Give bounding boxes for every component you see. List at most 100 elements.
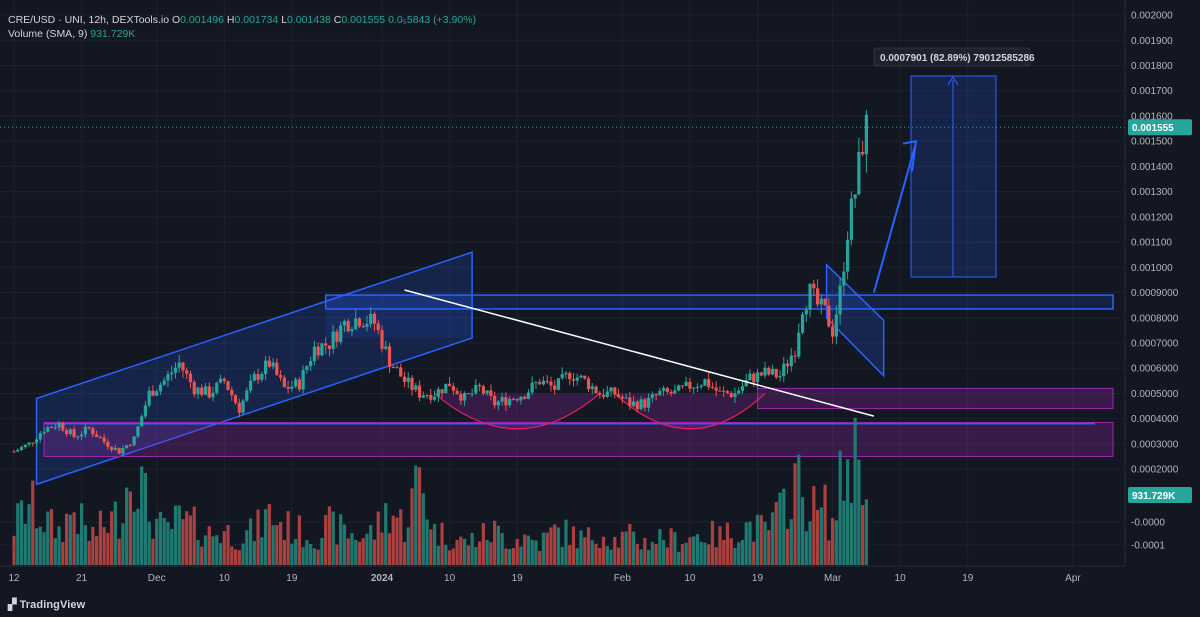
candle-body (49, 427, 54, 429)
volume-bar (688, 537, 692, 565)
candle-body (673, 390, 677, 394)
price-tick-label: -0.0001 (1131, 540, 1165, 551)
volume-bar (387, 533, 392, 565)
volume-bar (613, 536, 617, 565)
volume-bar (395, 517, 399, 565)
candle-body (98, 437, 102, 439)
volume-bar (684, 542, 688, 565)
candle-body (222, 378, 226, 382)
measure-label: 0.0007901 (82.89%) 79012585286 (873, 47, 1035, 67)
candle-body (733, 393, 737, 397)
volume-bar (515, 538, 519, 565)
volume-tag: 931.729K (1128, 487, 1192, 503)
candle-body (466, 393, 470, 395)
candle-body (406, 377, 410, 382)
volume-bar (140, 466, 144, 565)
volume-bar (748, 521, 752, 565)
candle-body (748, 373, 752, 381)
volume-bar (279, 521, 283, 565)
candle-body (267, 360, 271, 367)
candle-body (147, 390, 151, 406)
candle-body (564, 372, 568, 375)
change-value: 0.0₅5843 (+3.90%) (388, 14, 477, 26)
volume-bar (493, 520, 497, 565)
volume-bar (218, 543, 223, 565)
volume-bar (669, 528, 673, 565)
volume-bar (478, 541, 482, 565)
price-tick-label: 0.0002000 (1131, 465, 1179, 476)
volume-bar (132, 511, 136, 565)
candle-body (203, 386, 208, 395)
volume-bar (380, 532, 384, 565)
candle-body (812, 283, 816, 289)
symbol-label[interactable]: CRE/USD · UNI, 12h, DEXTools.io (8, 14, 170, 26)
time-tick-label: 19 (286, 573, 298, 584)
price-tick-label: 0.001000 (1131, 263, 1173, 274)
candle-body (143, 405, 148, 417)
volume-bar (553, 524, 557, 565)
price-tick-label: 0.002000 (1131, 11, 1173, 22)
volume-indicator-label[interactable]: Volume (SMA, 9) (8, 28, 88, 40)
volume-bar (320, 537, 324, 565)
tradingview-logo[interactable]: ▞ TradingView (8, 598, 85, 611)
candle-body (838, 285, 842, 315)
candle-body (583, 375, 587, 379)
candle-body (804, 309, 808, 315)
price-tick-label: 0.001500 (1131, 137, 1173, 148)
volume-bar (68, 514, 72, 565)
candle-body (128, 445, 133, 447)
volume-bar (556, 527, 561, 565)
candle-body (260, 374, 264, 380)
volume-bar (399, 509, 403, 565)
volume-bar (815, 509, 820, 565)
candle-body (759, 372, 763, 376)
candle-body (346, 320, 350, 332)
volume-bar (744, 522, 748, 565)
candle-body (463, 393, 467, 401)
volume-bar (365, 533, 369, 565)
candle-body (699, 385, 703, 387)
candle-body (436, 389, 440, 397)
candle-body (684, 381, 688, 386)
volume-bar (564, 519, 568, 565)
volume-bar (260, 537, 264, 565)
price-tick-label: 0.0005000 (1131, 389, 1179, 400)
volume-bar (185, 511, 189, 565)
candle-body (395, 367, 399, 369)
volume-bar (800, 497, 805, 565)
candle-body (646, 397, 651, 408)
volume-bar (252, 541, 256, 565)
candle-body (132, 436, 136, 446)
volume-bar (117, 538, 121, 565)
volume-bar (267, 504, 271, 565)
volume-bar (838, 450, 842, 565)
volume-tag-bg (1128, 487, 1192, 503)
candle-body (16, 449, 20, 452)
volume-row: Volume (SMA, 9) 931.729K (8, 27, 476, 41)
candle-body (64, 430, 69, 435)
volume-bar (609, 549, 613, 565)
candle-body (613, 387, 617, 395)
volume-bar (95, 536, 99, 565)
candle-body (110, 446, 114, 450)
candle-body (196, 387, 200, 395)
volume-bar (538, 551, 542, 565)
volume-bar (215, 535, 219, 565)
volume-bar (98, 510, 102, 565)
candle-body (136, 426, 140, 437)
volume-bar (631, 531, 636, 565)
candle-body (444, 383, 448, 394)
volume-bar (23, 523, 27, 565)
volume-bar (12, 535, 16, 565)
candle-body (380, 330, 384, 349)
candle-body (549, 381, 553, 386)
candle-body (320, 343, 324, 356)
candle-body (665, 388, 669, 392)
volume-bar (451, 548, 455, 565)
candle-body (474, 384, 478, 394)
candle-body (162, 380, 166, 385)
candle-body (571, 379, 576, 381)
candle-body (718, 390, 722, 392)
time-tick-label: 19 (752, 573, 764, 584)
